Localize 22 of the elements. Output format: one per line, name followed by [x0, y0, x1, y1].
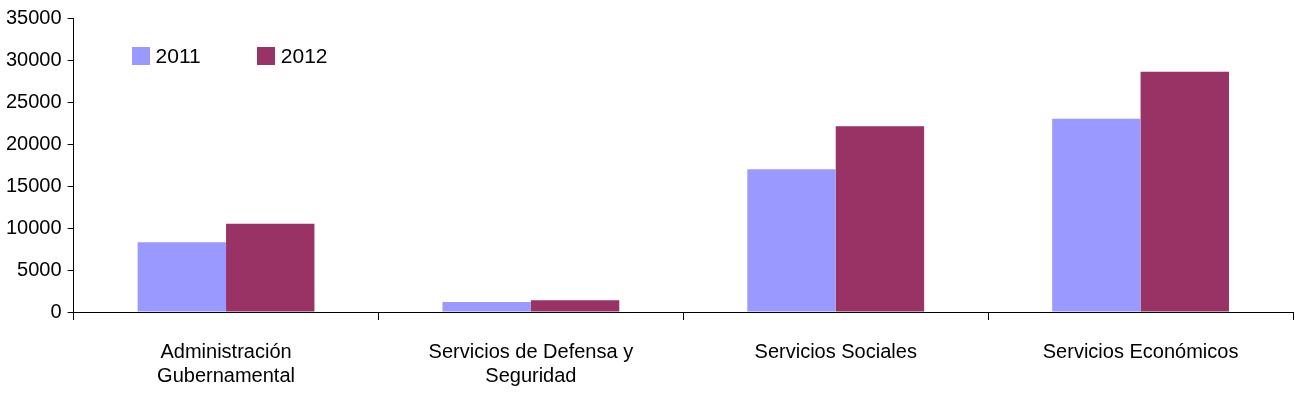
y-tick-label: 0: [50, 299, 62, 322]
bar: [1140, 71, 1229, 312]
bar: [530, 300, 620, 312]
y-tick-label: 30000: [5, 47, 62, 70]
bar: [1052, 118, 1141, 312]
x-tick-label: Servicios Sociales: [754, 339, 917, 362]
x-tick-label: Administración Gubernamental: [157, 339, 295, 386]
bar: [226, 223, 315, 312]
x-tick-label: Servicios de Defensa y Seguridad: [428, 339, 634, 386]
y-tick-label: 25000: [5, 89, 62, 112]
bar: [137, 242, 227, 312]
y-tick-label: 20000: [5, 131, 62, 154]
x-tick-label: Servicios Económicos: [1042, 339, 1239, 362]
bar: [835, 126, 925, 312]
y-tick-label: 15000: [5, 173, 62, 196]
y-tick-label: 5000: [17, 257, 62, 280]
legend-label: 2011: [155, 44, 201, 68]
y-tick-label: 35000: [5, 5, 62, 28]
legend-label: 2012: [280, 44, 328, 68]
bar: [747, 169, 836, 312]
bar: [442, 301, 531, 312]
y-tick-label: 10000: [5, 215, 62, 238]
